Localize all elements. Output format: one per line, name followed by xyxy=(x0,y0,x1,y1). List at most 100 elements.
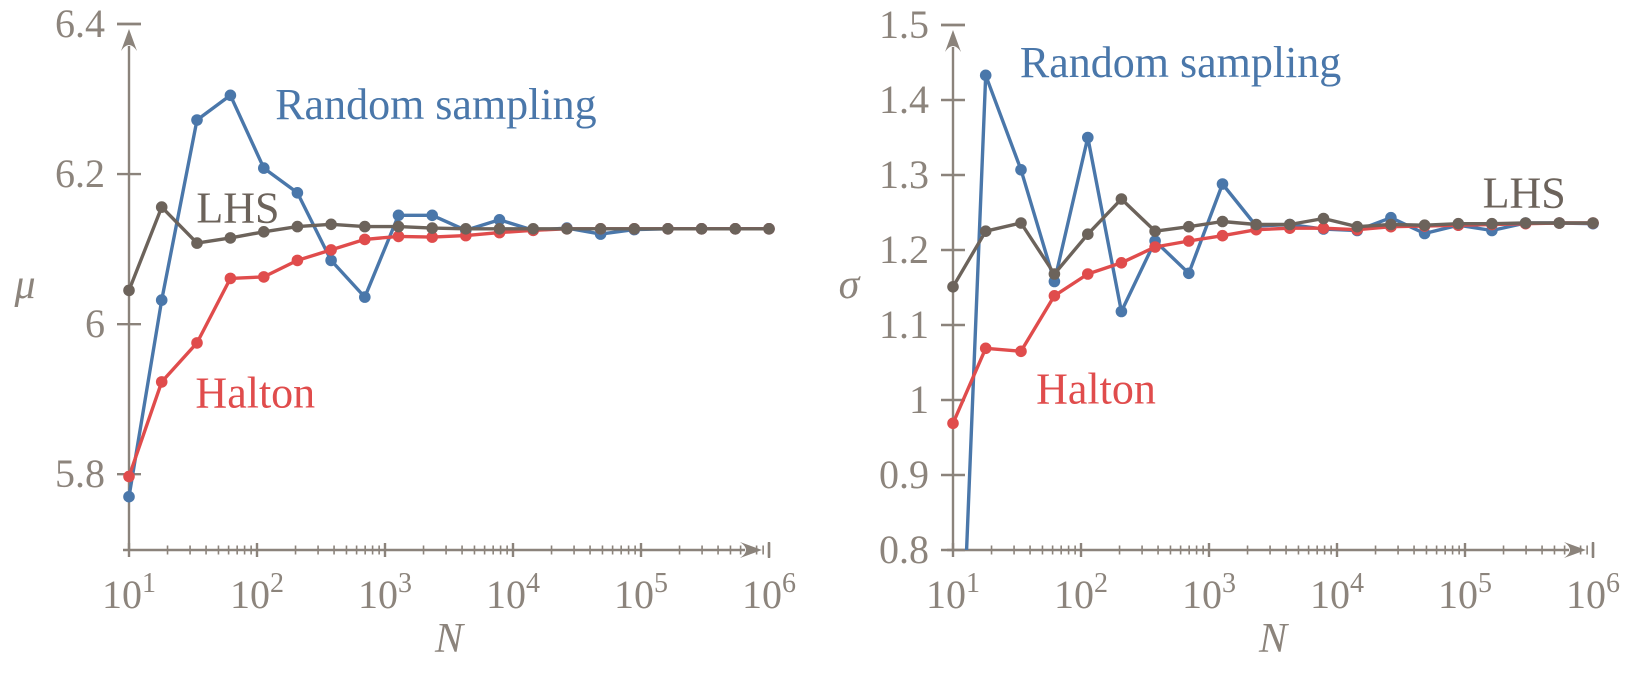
data-point-lhs xyxy=(392,220,405,233)
data-point-halton xyxy=(392,230,405,243)
axes xyxy=(941,23,1595,558)
data-point-halton xyxy=(426,231,439,243)
axes xyxy=(117,22,771,558)
series-lhs xyxy=(123,201,775,297)
data-point-lhs xyxy=(258,226,270,238)
data-point-random-sampling xyxy=(1115,305,1128,318)
data-point-random-sampling xyxy=(1082,131,1094,144)
data-point-lhs xyxy=(426,222,439,234)
data-point-halton xyxy=(1216,229,1229,242)
x-tick-label: 102 xyxy=(1054,568,1108,617)
y-tick-label: 6 xyxy=(85,301,105,346)
data-point-halton xyxy=(191,337,203,349)
data-point-lhs xyxy=(460,223,472,235)
x-tick-label: 106 xyxy=(742,568,796,617)
data-point-lhs xyxy=(493,223,506,235)
data-point-lhs xyxy=(1452,217,1465,230)
data-point-halton xyxy=(979,342,992,355)
data-point-lhs xyxy=(1486,217,1498,230)
series-label-halton: Halton xyxy=(195,369,315,418)
x-tick-label: 105 xyxy=(614,568,668,617)
data-point-halton xyxy=(1149,241,1161,253)
data-point-lhs xyxy=(1317,212,1330,225)
series-halton xyxy=(123,223,775,483)
data-point-lhs xyxy=(594,223,607,235)
data-point-lhs xyxy=(123,284,135,297)
data-point-lhs xyxy=(191,237,203,249)
data-point-halton xyxy=(1082,268,1094,280)
data-point-random-sampling xyxy=(493,214,506,226)
data-point-lhs xyxy=(1351,220,1363,233)
x-tick-label: 104 xyxy=(486,568,540,617)
data-point-halton xyxy=(359,233,371,246)
data-point-random-sampling xyxy=(426,209,439,222)
data-point-random-sampling xyxy=(155,294,168,306)
data-point-halton xyxy=(291,254,304,267)
data-point-halton xyxy=(1048,290,1061,302)
y-tick-label: 1.1 xyxy=(879,302,929,347)
series-label-lhs: LHS xyxy=(196,183,279,232)
x-tick-label: 106 xyxy=(1566,568,1620,617)
data-point-halton xyxy=(1015,345,1027,358)
x-tick-label: 101 xyxy=(102,568,156,617)
data-point-random-sampling xyxy=(1183,267,1195,280)
data-point-lhs xyxy=(1284,218,1296,231)
y-tick-label: 1.5 xyxy=(879,2,929,47)
data-point-lhs xyxy=(291,220,304,233)
y-tick-label: 1.4 xyxy=(879,77,929,122)
x-minor-ticks xyxy=(166,545,764,555)
y-tick-label: 0.9 xyxy=(879,452,929,497)
data-point-halton xyxy=(947,417,959,430)
x-axis-arrowhead xyxy=(1564,542,1586,558)
data-point-lhs xyxy=(1385,218,1397,231)
data-point-lhs xyxy=(1418,219,1431,231)
data-point-halton xyxy=(123,470,135,483)
data-point-halton xyxy=(325,244,337,256)
x-tick-label: 102 xyxy=(230,568,284,617)
data-point-random-sampling xyxy=(224,89,237,102)
tick-labels: 101 102 103 104 105 106 6.4 6.2 6 5.8 xyxy=(55,1,796,617)
y-tick-label: 1.3 xyxy=(879,152,929,197)
x-axis-arrowhead xyxy=(740,542,762,558)
x-tick-label: 104 xyxy=(1310,568,1364,617)
tick-labels: 101 102 103 104 105 106 1.5 1.4 1.3 1.2 1.1 1 0.9 0.8 xyxy=(879,2,1620,617)
data-point-lhs xyxy=(325,218,337,231)
x-tick-label: 103 xyxy=(358,568,412,617)
x-minor-ticks xyxy=(990,545,1588,555)
data-point-halton xyxy=(1183,235,1195,247)
series-line-random-sampling xyxy=(127,93,771,499)
plot-area xyxy=(947,69,1599,550)
y-tick-label: 6.4 xyxy=(55,1,105,46)
data-point-lhs xyxy=(561,223,573,235)
data-point-lhs xyxy=(155,201,168,213)
x-axis-label: N xyxy=(434,616,465,662)
x-tick-label: 101 xyxy=(926,568,980,617)
chart-mu-convergence: 101 102 103 104 105 106 6.4 6.2 6 5.8 μ N Random sam… xyxy=(13,1,796,662)
data-point-lhs xyxy=(1216,215,1229,228)
y-axis-arrowhead xyxy=(945,30,961,52)
data-point-lhs xyxy=(1149,225,1161,237)
data-point-random-sampling xyxy=(258,162,270,174)
x-axis-label: N xyxy=(1258,616,1289,662)
data-point-lhs xyxy=(763,223,775,235)
data-point-lhs xyxy=(1250,218,1262,231)
y-tick-label: 6.2 xyxy=(55,151,105,196)
data-point-lhs xyxy=(1082,228,1094,240)
y-axis-arrowhead xyxy=(121,29,137,51)
y-tick-label: 0.8 xyxy=(879,527,929,572)
data-point-halton xyxy=(155,376,168,388)
data-point-lhs xyxy=(729,223,742,235)
series-label-random-sampling: Random sampling xyxy=(275,80,596,129)
data-point-random-sampling xyxy=(291,187,304,199)
series-line-halton xyxy=(127,227,771,479)
data-point-random-sampling xyxy=(392,209,405,222)
data-point-halton xyxy=(224,272,237,285)
data-point-random-sampling xyxy=(1015,164,1027,176)
data-point-lhs xyxy=(979,225,992,237)
x-tick-label: 105 xyxy=(1438,568,1492,617)
y-axis-label: σ xyxy=(839,262,862,308)
y-tick-label: 5.8 xyxy=(55,451,105,496)
data-point-random-sampling xyxy=(1216,178,1229,190)
